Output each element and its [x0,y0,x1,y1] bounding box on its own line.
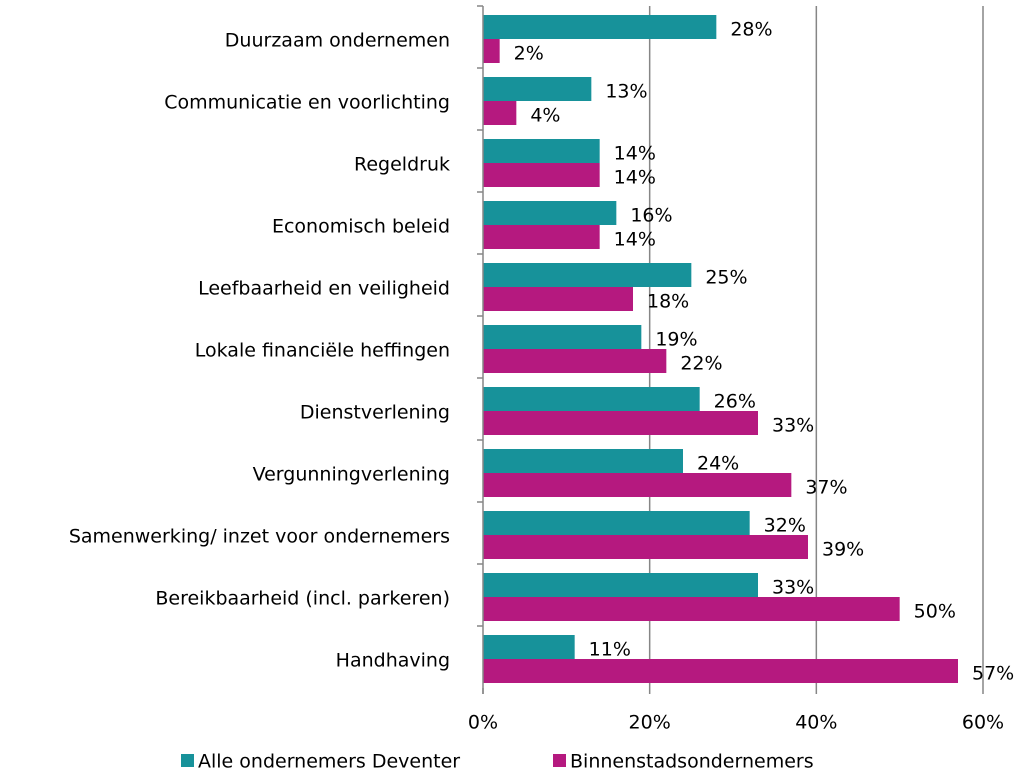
data-label: 24% [697,453,739,475]
legend-swatch [553,754,566,767]
legend-label: Binnenstadsondernemers [570,751,814,771]
category-label: Vergunningverlening [253,464,450,486]
bar [483,349,667,373]
bar [483,101,517,125]
data-label: 16% [630,205,672,227]
x-tick-label: 60% [962,712,1004,734]
category-label: Communicatie en voorlichting [164,92,450,114]
category-label: Regeldruk [354,154,450,176]
bar [483,573,758,597]
bar [483,411,758,435]
bar [483,263,692,287]
bar [483,473,792,497]
category-label: Duurzaam ondernemen [225,30,450,52]
bar [483,659,958,683]
data-label: 33% [772,577,814,599]
category-label: Leefbaarheid en veiligheid [198,278,450,300]
category-label: Bereikbaarheid (incl. parkeren) [155,588,450,610]
data-label: 57% [972,663,1014,685]
category-label: Handhaving [336,650,450,672]
bar [483,77,592,101]
category-label: Economisch beleid [272,216,450,238]
data-label: 50% [914,601,956,623]
data-label: 14% [614,229,656,251]
data-label: 22% [680,353,722,375]
bar [483,163,600,187]
category-label: Lokale financiële heffingen [195,340,450,362]
data-label: 11% [589,639,631,661]
bar [483,535,808,559]
data-label: 25% [705,267,747,289]
bar [483,201,617,225]
data-label: 18% [647,291,689,313]
legend-label: Alle ondernemers Deventer [198,751,460,771]
bar [483,225,600,249]
bar [483,635,575,659]
bar [483,387,700,411]
data-label: 14% [614,143,656,165]
x-tick-label: 40% [795,712,837,734]
data-label: 28% [730,19,772,41]
data-label: 37% [805,477,847,499]
bar [483,449,683,473]
bar [483,511,750,535]
data-label: 13% [605,81,647,103]
category-label: Samenwerking/ inzet voor ondernemers [69,526,450,548]
bar [483,15,717,39]
bar [483,39,500,63]
data-label: 32% [764,515,806,537]
x-tick-label: 20% [629,712,671,734]
data-label: 14% [614,167,656,189]
data-label: 39% [822,539,864,561]
x-tick-label: 0% [468,712,498,734]
category-label: Dienstverlening [300,402,450,424]
data-label: 2% [514,43,544,65]
data-label: 33% [772,415,814,437]
data-label: 19% [655,329,697,351]
legend-swatch [181,754,194,767]
bar [483,287,633,311]
bar [483,597,900,621]
bar [483,139,600,163]
data-label: 26% [714,391,756,413]
data-label: 4% [530,105,560,127]
bar [483,325,642,349]
